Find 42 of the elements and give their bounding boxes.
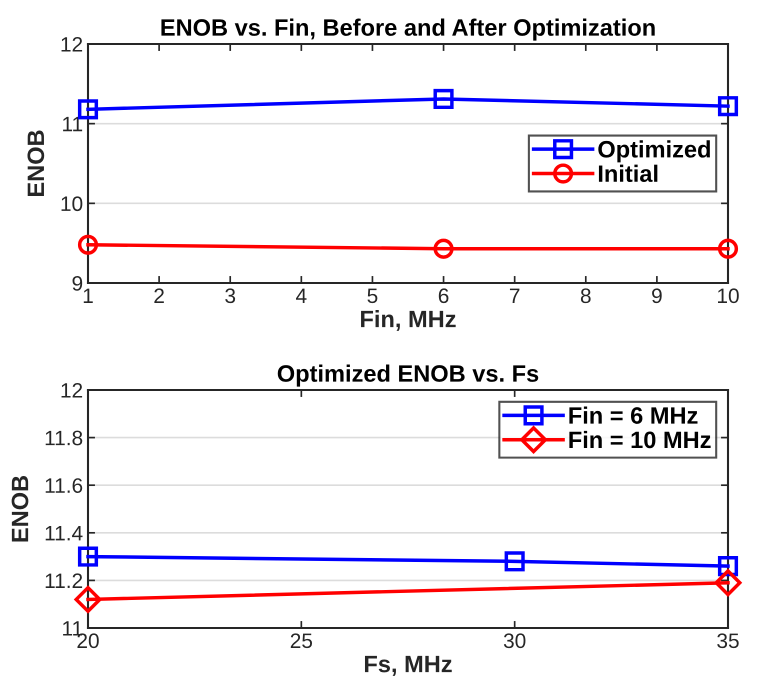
legend-label: Fin = 6 MHz [569,406,698,424]
x-tick-label: 4 [296,288,307,303]
point [718,96,738,116]
point [433,88,454,110]
x-tick-label: 8 [580,288,591,304]
y-tick-label: 11.8 [46,430,82,446]
x-tick-label: 9 [652,288,662,304]
y-tick-label: 9 [72,276,82,291]
y-tick-label: 11.4 [46,526,83,540]
point [78,546,98,567]
y-axis-title: ENOB [27,130,44,196]
chart-title: Optimized ENOB vs. Fs [278,364,538,387]
x-tick-label: 5 [367,288,378,304]
x-tick-label: 6 [438,288,448,304]
y-tick-label: 11.2 [46,573,82,588]
x-axis-title: Fin, MHz [361,310,456,331]
y-tick-label: 11.6 [46,478,82,493]
y-tick-label: 11 [63,621,82,636]
point [433,238,454,259]
x-tick-label: 25 [290,633,312,648]
x-tick-label: 35 [717,633,739,648]
x-tick-label: 30 [504,633,526,648]
y-axis-title: ENOB [12,476,28,542]
point [78,234,98,255]
legend-label: Optimized [598,140,710,162]
point [718,238,738,259]
x-axis-title: Fs, MHz [364,656,452,676]
x-tick-label: 20 [77,633,99,648]
y-tick-label: 12 [62,383,82,398]
y-tick-label: 11 [63,116,82,132]
x-tick-label: 2 [154,288,164,303]
point [504,551,525,572]
y-tick-label: 12 [62,37,82,52]
legend-label: Fin = 10 MHz [569,430,711,448]
legend-label: Initial [598,164,658,182]
y-tick-label: 10 [62,196,82,212]
chart-title: ENOB vs. Fin, Before and After Optimization [161,18,655,41]
x-tick-label: 1 [84,288,93,303]
x-tick-label: 3 [225,288,236,304]
x-tick-label: 7 [510,288,520,303]
point [714,569,742,596]
x-tick-label: 10 [718,288,739,304]
